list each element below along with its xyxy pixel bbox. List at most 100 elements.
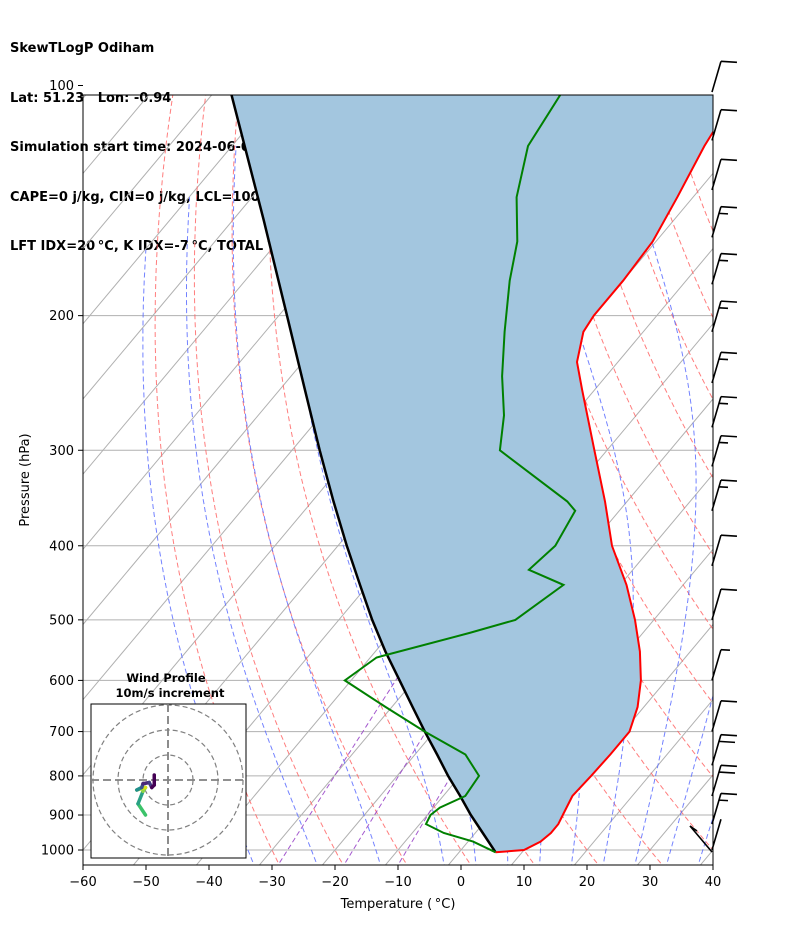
barb-staff	[711, 793, 722, 825]
dry-adiabat	[267, 95, 472, 865]
isotherm	[83, 95, 276, 325]
barb-surface-feather	[689, 825, 698, 832]
hodograph-inset: Wind Profile 10m/s increment	[90, 671, 247, 859]
mixing-ratio-line	[277, 651, 415, 865]
barb-half-feather	[718, 441, 729, 444]
barb-full-feather	[720, 252, 738, 256]
dry-adiabat	[665, 95, 713, 233]
moist-adiabat	[697, 816, 713, 865]
wind-barb	[711, 351, 738, 384]
wind-barb	[711, 648, 731, 681]
dry-adiabat	[567, 95, 713, 479]
barb-staff	[711, 534, 722, 567]
wind-barb	[711, 764, 738, 797]
barb-full-feather	[720, 60, 738, 64]
dry-adiabat	[698, 95, 713, 140]
barb-staff	[711, 479, 722, 512]
wind-barb	[711, 534, 738, 567]
barb-staff	[711, 435, 722, 467]
barb-full-feather	[720, 205, 738, 209]
barb-staff	[711, 352, 722, 384]
wind-barb	[689, 819, 722, 853]
barb-half-feather	[718, 485, 729, 489]
isotherm	[699, 849, 713, 865]
x-axis-label: Temperature ( °C)	[340, 897, 456, 912]
barb-full-feather	[720, 588, 738, 591]
wind-barb	[711, 733, 738, 766]
barb-full-feather	[720, 700, 738, 703]
hodograph-subtitle: 10m/s increment	[116, 686, 225, 700]
wind-barb	[711, 252, 738, 285]
dry-adiabat	[193, 95, 344, 865]
barb-staff	[711, 588, 722, 621]
dry-adiabat	[762, 86, 794, 870]
barb-staff	[711, 159, 722, 191]
hodograph-segment	[136, 802, 148, 817]
barb-full-feather	[720, 733, 738, 737]
barb-half-feather	[718, 307, 729, 310]
barb-staff	[711, 61, 722, 93]
barb-full-feather	[720, 792, 738, 796]
x-tick-label: −10	[384, 875, 411, 890]
mixing-ratio-line	[343, 651, 477, 865]
dry-adiabat	[231, 95, 408, 865]
parcel-profile	[230, 95, 497, 853]
x-tick-label: −40	[195, 875, 222, 890]
barb-full-feather	[718, 771, 736, 774]
barb-staff	[711, 649, 722, 681]
wind-barb	[711, 108, 738, 141]
barb-staff	[711, 734, 722, 766]
y-axis-label: Pressure (hPa)	[18, 433, 33, 526]
barb-staff	[711, 700, 722, 732]
barb-staff	[711, 109, 722, 141]
dry-adiabat	[729, 86, 794, 870]
wind-barb	[711, 60, 738, 93]
barb-half-feather	[718, 212, 729, 215]
moist-adiabat	[665, 693, 713, 865]
wind-barb	[711, 792, 738, 825]
barb-full-feather	[720, 108, 738, 112]
moist-adiabat	[232, 145, 382, 865]
y-tick-label: 600	[49, 674, 74, 689]
dry-adiabat	[501, 95, 713, 631]
temperature-profile	[495, 130, 713, 854]
barb-full-feather	[720, 534, 738, 537]
wind-barb	[711, 700, 738, 732]
x-tick-label: −60	[69, 875, 96, 890]
barb-staff	[711, 819, 722, 851]
y-tick-label: 200	[49, 309, 74, 324]
barb-staff	[711, 253, 722, 285]
wind-barbs	[689, 60, 738, 853]
y-tick-label: 1000	[41, 844, 74, 859]
y-tick-label: 800	[49, 769, 74, 784]
hodograph-title: Wind Profile	[126, 671, 206, 685]
isotherm	[749, 51, 794, 882]
isotherm	[321, 398, 713, 865]
x-tick-label: 30	[642, 875, 659, 890]
x-tick-label: 20	[579, 875, 596, 890]
dry-adiabat	[154, 95, 280, 865]
barb-staff	[711, 765, 722, 797]
barb-half-feather	[718, 259, 729, 262]
barb-half-feather	[718, 358, 729, 361]
wind-barb	[711, 434, 738, 467]
wind-barb	[711, 300, 738, 333]
barb-half-feather	[720, 648, 731, 651]
chart-title: SkewTLogP Odiham	[10, 41, 155, 56]
y-tick-label: 900	[49, 809, 74, 824]
barb-full-feather	[720, 300, 738, 303]
isotherm	[83, 95, 213, 250]
location-line: Lat: 51.23 Lon: -0.94	[10, 90, 172, 106]
moist-adiabat	[186, 197, 318, 865]
isotherm	[573, 698, 713, 865]
barb-staff	[711, 396, 722, 428]
cin-cape-shading	[231, 95, 713, 853]
barb-full-feather	[720, 158, 738, 162]
barb-full-feather	[720, 395, 738, 399]
moist-adiabat	[142, 249, 255, 865]
dewpoint-profile	[343, 95, 577, 854]
x-tick-label: −50	[132, 875, 159, 890]
barb-staff	[711, 206, 722, 238]
barb-full-feather	[720, 434, 738, 438]
